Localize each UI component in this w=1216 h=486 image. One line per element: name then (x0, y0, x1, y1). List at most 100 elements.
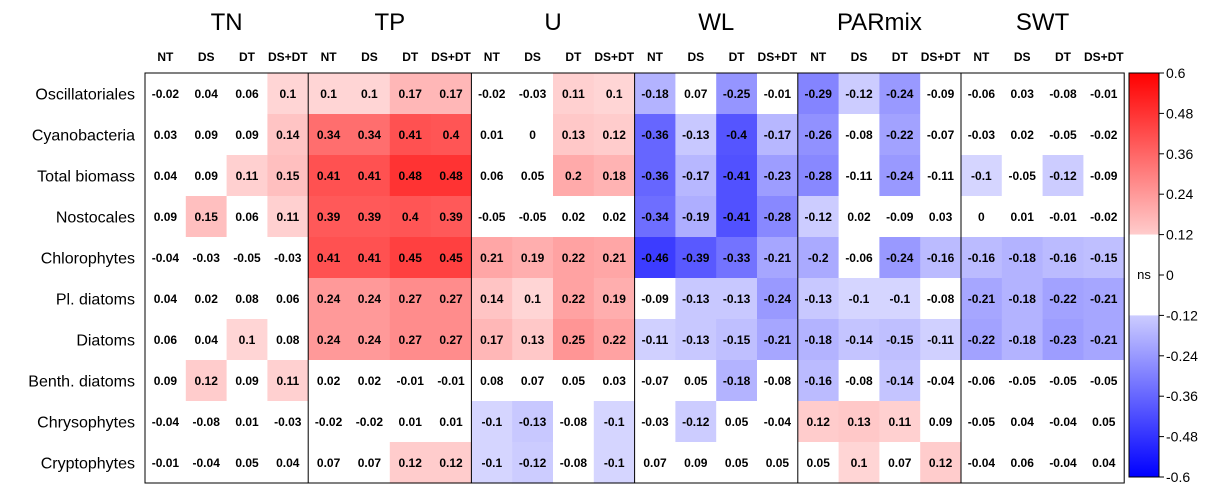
heatmap-cell (716, 73, 758, 115)
cell-value-label: 0.27 (399, 333, 423, 347)
heatmap-cell (797, 237, 840, 279)
subcolumn-header: DT (1055, 50, 1072, 64)
row-label: Oscillatoriales (35, 87, 135, 104)
cell-value-label: -0.03 (641, 415, 669, 429)
heatmap-cell (920, 401, 962, 443)
heatmap-cell (1042, 114, 1084, 156)
heatmap-cell (838, 237, 880, 279)
cell-value-label: -0.09 (641, 292, 669, 306)
heatmap-cell (308, 155, 350, 197)
heatmap-cell (1083, 401, 1125, 443)
cell-value-label: -0.12 (1049, 169, 1077, 183)
heatmap-cell (716, 155, 758, 197)
heatmap-cell (185, 155, 228, 197)
heatmap-cell (593, 401, 636, 443)
cell-value-label: 0.22 (562, 251, 586, 265)
cell-value-label: 0.24 (317, 333, 341, 347)
heatmap-cell (349, 237, 391, 279)
heatmap-cell (553, 114, 595, 156)
heatmap-cell (553, 237, 595, 279)
heatmap-cell (185, 278, 228, 320)
heatmap-cell (961, 319, 1003, 361)
cell-value-label: 0.45 (399, 251, 423, 265)
cell-value-label: -0.05 (1049, 128, 1077, 142)
heatmap-cell (593, 278, 636, 320)
cell-value-label: -0.1 (604, 415, 625, 429)
cell-value-label: 0.03 (929, 210, 953, 224)
cell-value-label: 0.27 (439, 333, 463, 347)
cell-value-label: -0.21 (968, 292, 996, 306)
colorbar-tick-label: 0.24 (1166, 186, 1193, 202)
heatmap-cell (920, 360, 962, 402)
cell-value-label: 0.01 (480, 128, 504, 142)
group-headers: TN TP U WL PARmix SWT (211, 9, 1070, 36)
heatmap-cell (838, 360, 880, 402)
subcolumn-header: DS (1014, 50, 1031, 64)
cell-value-label: 0.24 (358, 292, 382, 306)
cell-value-label: 0.4 (443, 128, 460, 142)
heatmap-cell (1042, 360, 1084, 402)
colorbar-tick-label: -0.24 (1166, 348, 1198, 364)
colorbar-ns-band (1129, 234, 1159, 316)
heatmap-cell (349, 278, 391, 320)
heatmap-cell (838, 114, 880, 156)
cell-value-label: -0.14 (845, 333, 873, 347)
cell-value-label: -0.12 (682, 415, 710, 429)
heatmap-cell (961, 360, 1003, 402)
group-header: U (544, 9, 561, 36)
row-label: Chrysophytes (37, 415, 135, 432)
cell-value-label: -0.13 (682, 333, 710, 347)
cell-value-label: -0.15 (886, 333, 914, 347)
cell-value-label: 0.1 (279, 87, 296, 101)
cell-value-label: -0.16 (968, 251, 996, 265)
heatmap-cell (349, 319, 391, 361)
heatmap-cell (634, 442, 676, 484)
heatmap-cell (349, 196, 391, 238)
heatmap-cell (593, 73, 636, 115)
heatmap-cell (675, 319, 717, 361)
cell-value-label: 0 (978, 210, 985, 224)
heatmap-cell (797, 73, 840, 115)
heatmap-cell (430, 114, 472, 156)
cell-value-label: -0.12 (805, 210, 833, 224)
heatmap-cell (1001, 442, 1044, 484)
heatmap-cell (512, 401, 554, 443)
heatmap-cell (920, 155, 962, 197)
cell-value-label: -0.13 (805, 292, 833, 306)
heatmap-cell (920, 237, 962, 279)
heatmap-cell (185, 114, 228, 156)
heatmap-cell (797, 155, 840, 197)
heatmap-cell (593, 360, 636, 402)
heatmap-cell (430, 73, 472, 115)
heatmap-cell (185, 360, 228, 402)
heatmap-cell (757, 278, 799, 320)
cell-value-label: 0.04 (154, 292, 178, 306)
subcolumn-header: DT (402, 50, 419, 64)
cell-value-label: 0.12 (399, 456, 423, 470)
cell-value-label: -0.08 (560, 456, 588, 470)
cell-value-label: 0.19 (521, 251, 545, 265)
heatmap-cell (267, 319, 309, 361)
cell-value-label: 0.11 (236, 169, 259, 183)
heatmap-cell (634, 155, 676, 197)
heatmap-cell (879, 155, 921, 197)
cell-value-label: 0.25 (562, 333, 586, 347)
colorbar-tick-label: 0.48 (1166, 105, 1193, 121)
heatmap-cell (267, 155, 309, 197)
heatmap-cell (430, 319, 472, 361)
heatmap-cell (471, 401, 513, 443)
cell-value-label: 0.09 (929, 415, 953, 429)
heatmap-cell (389, 73, 432, 115)
cell-value-label: -0.08 (764, 374, 792, 388)
subcolumn-header: DS (687, 50, 704, 64)
heatmap-cell (430, 401, 472, 443)
cell-value-label: -0.18 (805, 333, 833, 347)
heatmap-cell (389, 319, 432, 361)
cell-value-label: -0.11 (846, 169, 873, 183)
cell-value-label: -0.01 (1049, 210, 1077, 224)
cell-value-label: 0.04 (195, 87, 219, 101)
heatmap-cell (961, 401, 1003, 443)
heatmap-cell (226, 196, 268, 238)
cell-value-label: 0.03 (603, 374, 627, 388)
heatmap-cell (716, 278, 758, 320)
